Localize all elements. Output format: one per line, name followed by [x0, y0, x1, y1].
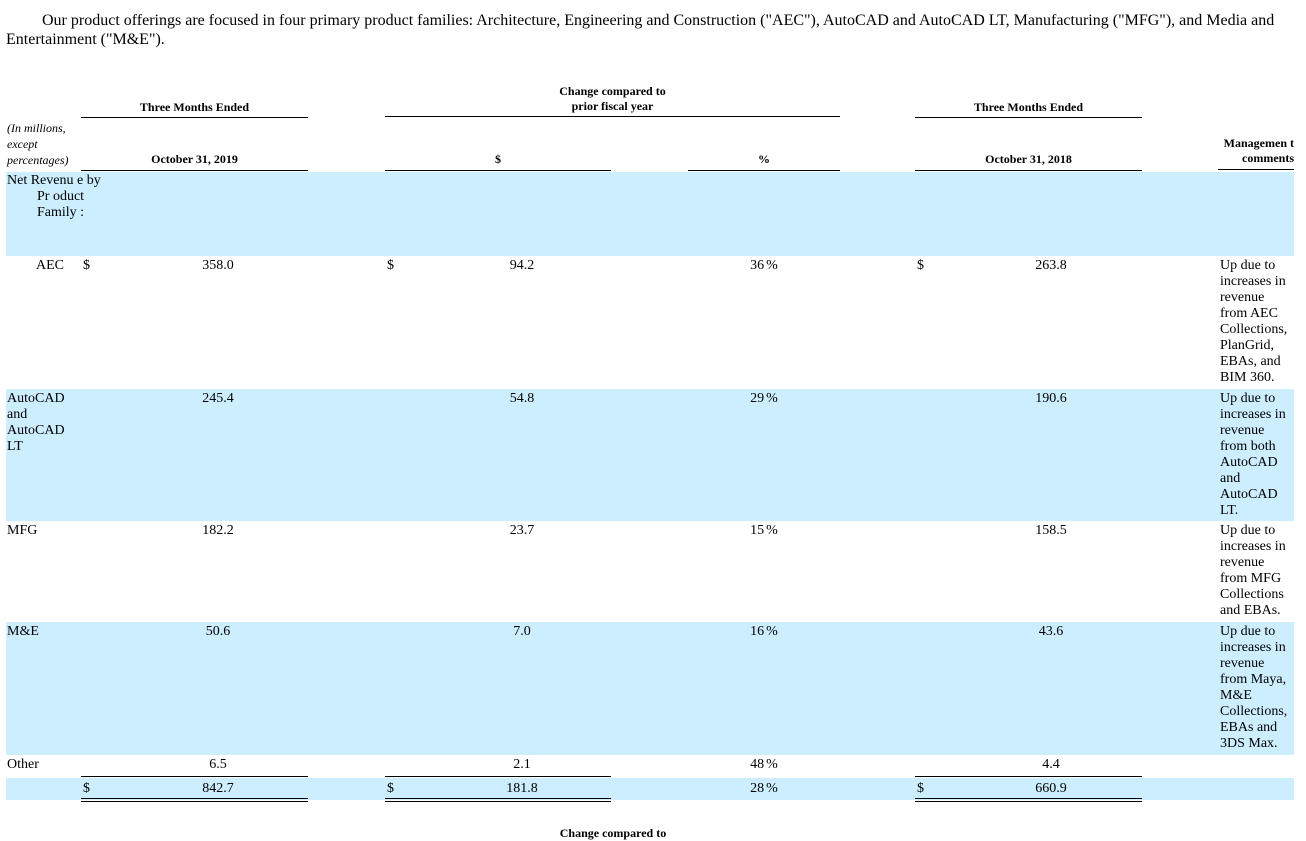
- pct-sign: %: [766, 391, 778, 406]
- header-three-months-ended-label: Three Months Ended: [139, 100, 250, 114]
- header-change-compared: Change compared to prior fiscal year: [385, 84, 840, 117]
- header-three-months-ended-prior-label: Three Months Ended: [973, 100, 1084, 114]
- pct-number: 29: [750, 391, 765, 406]
- row-label: MFG: [7, 523, 38, 538]
- total-current: 842.7: [202, 781, 234, 796]
- subtotal-rule: [385, 776, 611, 777]
- currency-sign: $: [83, 258, 90, 273]
- row-band-me: [6, 622, 1294, 755]
- value-change: 2.1: [513, 757, 531, 772]
- row-label: M&E: [7, 624, 39, 639]
- row-band-total: [6, 778, 1294, 800]
- currency-sign: $: [83, 781, 90, 796]
- pct-sign: %: [766, 523, 778, 538]
- value-prior: 4.4: [1042, 757, 1060, 772]
- management-comment: Up due to increases in revenue from MFG …: [1220, 523, 1286, 618]
- subtotal-rule: [81, 776, 308, 777]
- currency-sign: $: [387, 258, 394, 273]
- currency-sign: $: [917, 258, 924, 273]
- col-header-current: October 31, 2019: [81, 152, 308, 171]
- value-prior: 158.5: [1035, 523, 1067, 538]
- pct-number: 15: [750, 523, 765, 538]
- pct-number: 28: [750, 781, 765, 796]
- row-label: AutoCAD and AutoCAD LT: [7, 391, 65, 454]
- section-label: Net Revenu e by Pr oduct Family :: [7, 173, 101, 220]
- row-band-autocad: [6, 389, 1294, 521]
- value-current: 245.4: [202, 391, 234, 406]
- value-prior: 43.6: [1038, 624, 1064, 639]
- value-prior: 190.6: [1035, 391, 1067, 406]
- row-band-section: [6, 172, 1294, 256]
- total-double-rule: [81, 798, 308, 802]
- subtotal-rule: [915, 776, 1142, 777]
- pct-number: 48: [750, 757, 765, 772]
- management-comment: Up due to increases in revenue from Maya…: [1220, 624, 1288, 751]
- value-change: 7.0: [513, 624, 531, 639]
- value-pct: 15%: [688, 523, 840, 539]
- value-pct: 29%: [688, 391, 840, 407]
- col-header-comments: Managemen t comments: [1218, 136, 1294, 170]
- pct-sign: %: [766, 258, 778, 273]
- units-label: (In millions, except percentages): [7, 121, 69, 167]
- total-prior: 660.9: [1035, 781, 1067, 796]
- value-pct: 36%: [688, 258, 840, 274]
- header-three-months-ended-current: Three Months Ended: [81, 100, 308, 118]
- value-current: 6.5: [209, 757, 227, 772]
- col-header-change-pct: %: [688, 152, 840, 171]
- total-change: 181.8: [506, 781, 538, 796]
- value-change: 23.7: [509, 523, 535, 538]
- header-three-months-ended-prior: Three Months Ended: [915, 100, 1142, 118]
- pct-number: 36: [750, 258, 765, 273]
- row-label: Other: [7, 757, 39, 772]
- value-current: 182.2: [202, 523, 234, 538]
- value-pct: 16%: [688, 624, 840, 640]
- value-current: 50.6: [205, 624, 231, 639]
- currency-sign: $: [387, 781, 394, 796]
- management-comment: Up due to increases in revenue from both…: [1220, 391, 1286, 518]
- currency-sign: $: [917, 781, 924, 796]
- value-pct: 48%: [688, 757, 840, 773]
- total-double-rule: [915, 798, 1142, 802]
- intro-paragraph: Our product offerings are focused in fou…: [6, 12, 1275, 48]
- next-table-header-partial: Change compared to: [559, 826, 667, 840]
- value-prior: 263.8: [1035, 258, 1067, 273]
- row-label: AEC: [36, 258, 64, 273]
- pct-number: 16: [750, 624, 765, 639]
- pct-sign: %: [766, 781, 778, 796]
- value-change: 94.2: [509, 258, 535, 273]
- value-current: 358.0: [202, 258, 234, 273]
- col-header-prior: October 31, 2018: [915, 152, 1142, 171]
- total-pct: 28%: [688, 781, 840, 797]
- value-change: 54.8: [509, 391, 535, 406]
- total-double-rule: [385, 798, 611, 802]
- col-header-change-dollar: $: [385, 152, 611, 171]
- management-comment: Up due to increases in revenue from AEC …: [1220, 258, 1288, 385]
- header-change-compared-label: Change compared to prior fiscal year: [559, 84, 666, 113]
- pct-sign: %: [766, 624, 778, 639]
- pct-sign: %: [766, 757, 778, 772]
